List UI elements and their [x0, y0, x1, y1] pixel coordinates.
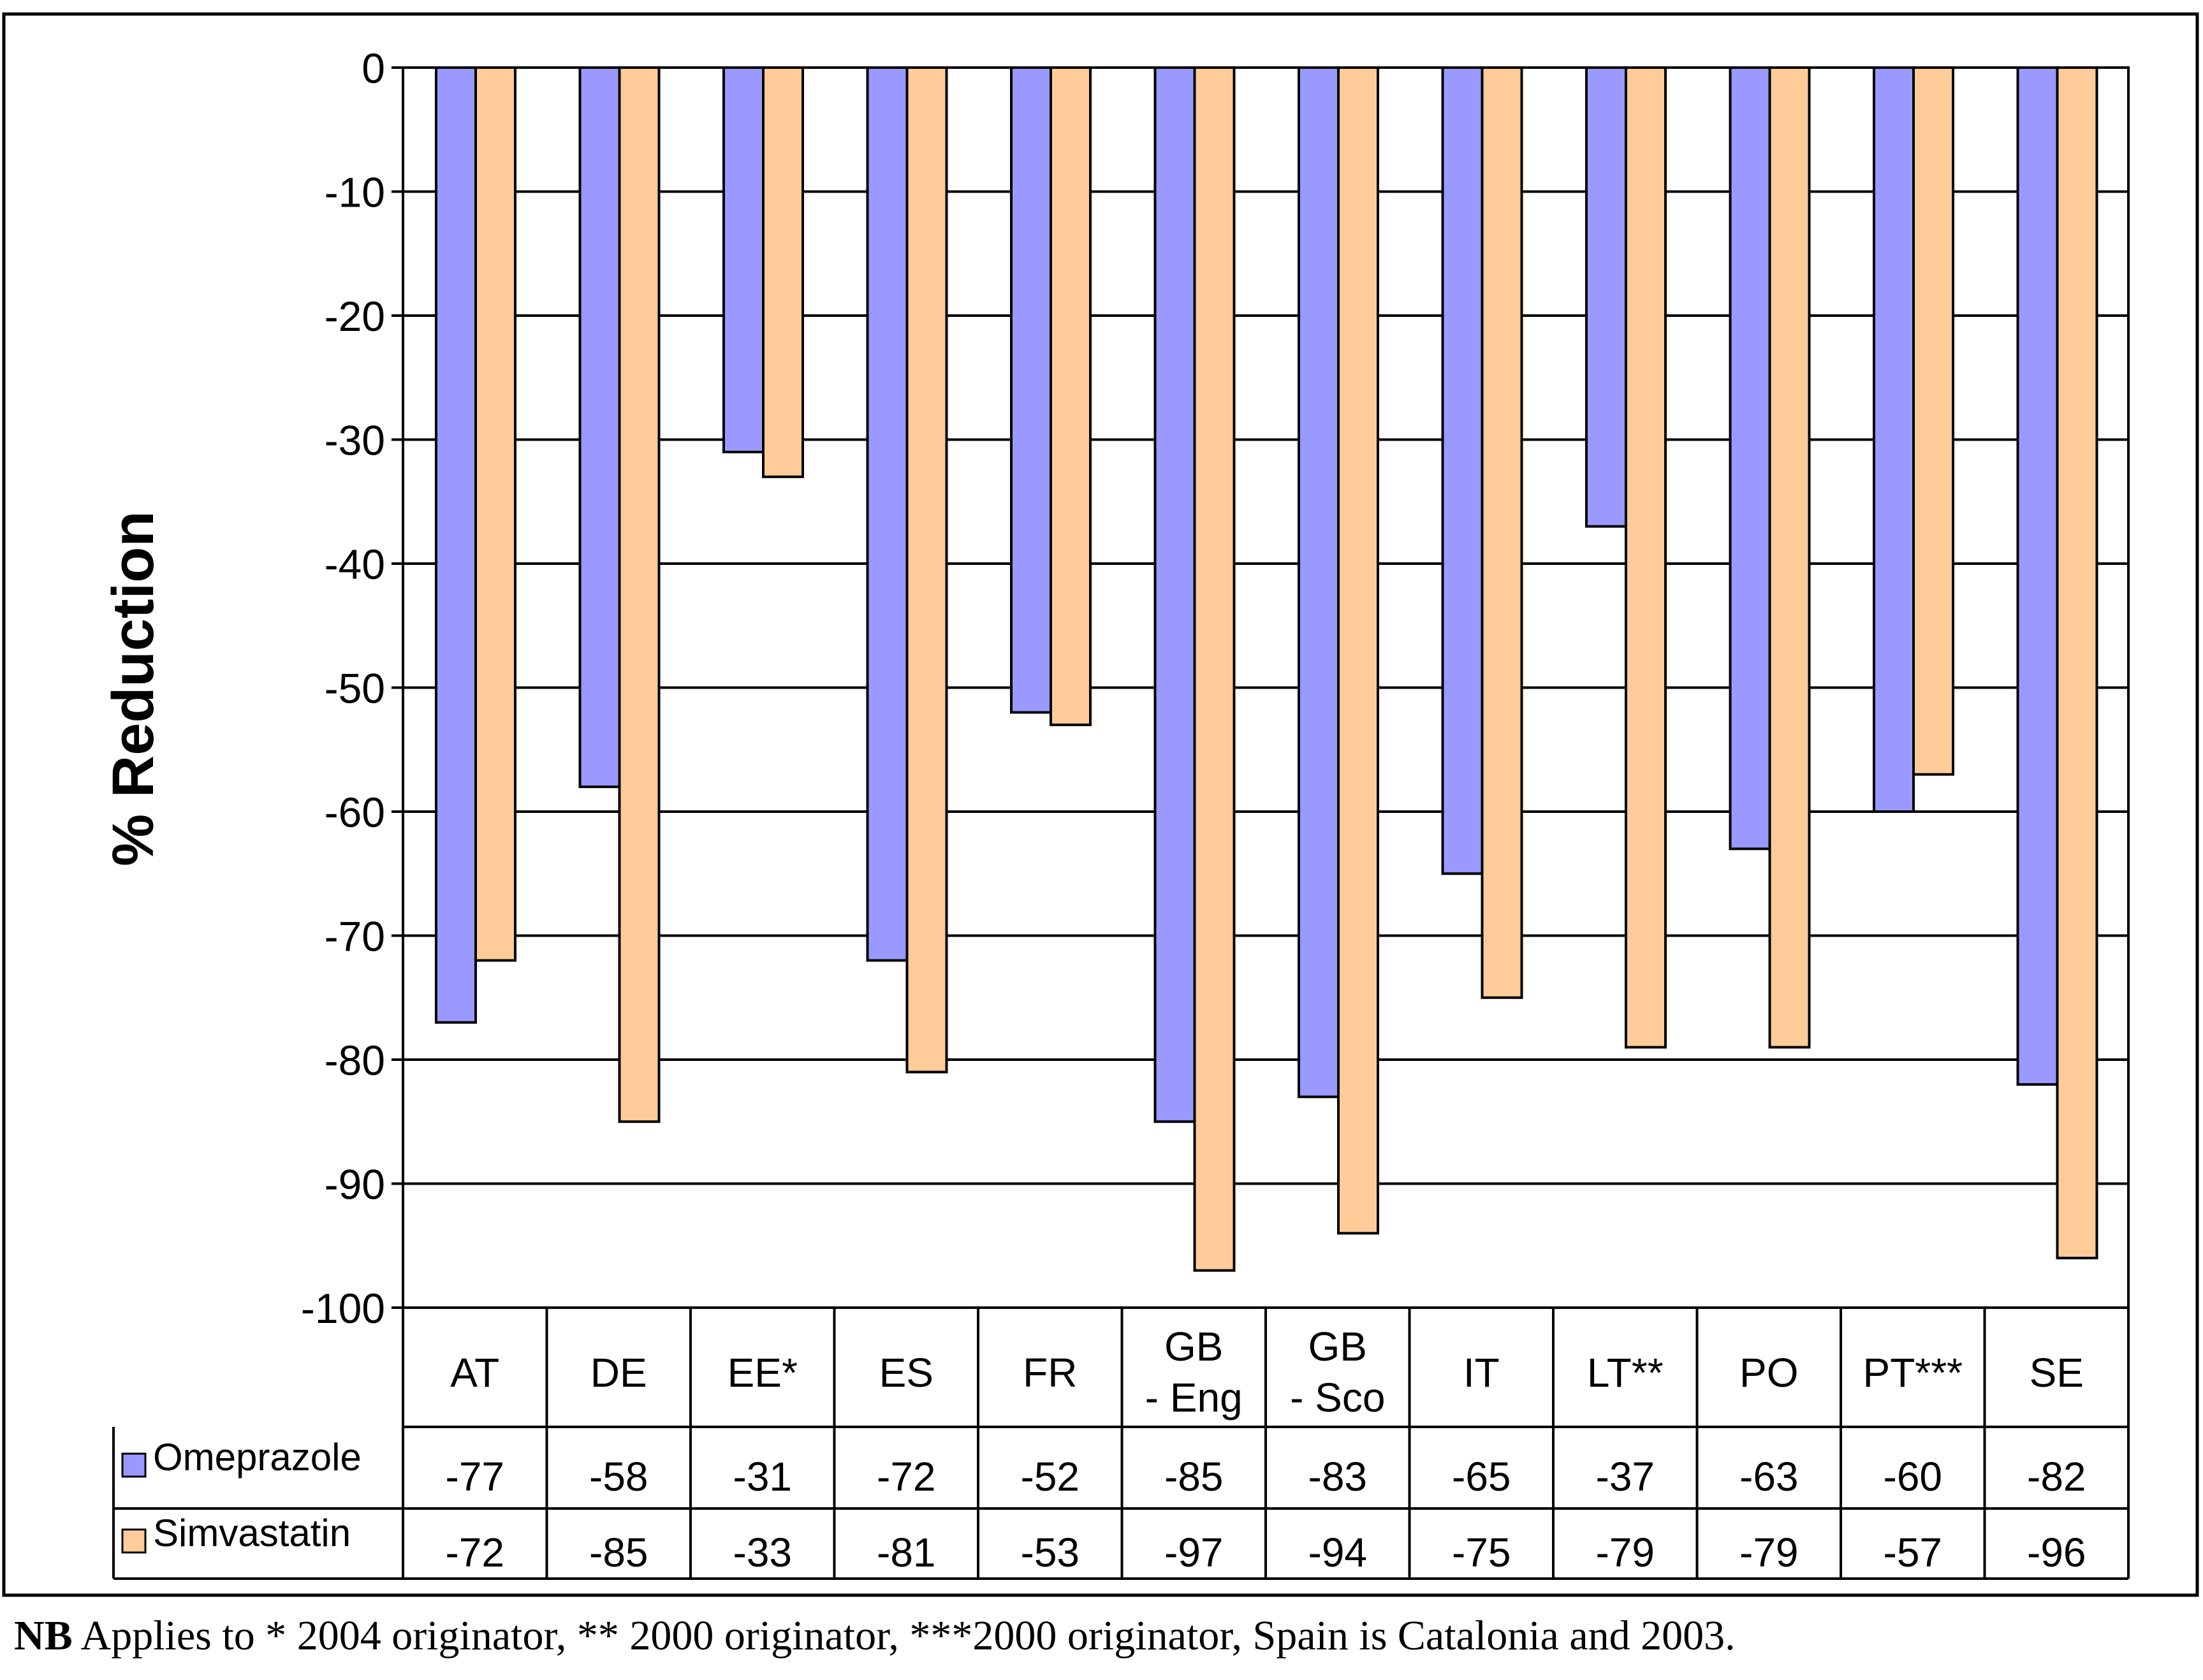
category-label: EE*: [728, 1350, 798, 1396]
legend-label: Omeprazole: [153, 1436, 362, 1479]
y-tick-label: -60: [325, 789, 385, 836]
table-value: -79: [1596, 1530, 1655, 1575]
table-value: -58: [589, 1454, 648, 1500]
category-label: GB: [1308, 1324, 1367, 1370]
bars: [435, 66, 2098, 1272]
legend-label: Simvastatin: [153, 1512, 351, 1554]
chart-frame: [2, 12, 2199, 1597]
y-tick-label: -30: [325, 417, 385, 464]
category-label: - Sco: [1290, 1375, 1385, 1421]
bar-simvastatin: [762, 66, 804, 478]
table-value: -85: [589, 1530, 648, 1575]
bar-omeprazole: [722, 66, 765, 453]
category-label: SE: [2030, 1350, 2084, 1396]
category-label: IT: [1463, 1350, 1500, 1396]
y-tick-label: -10: [325, 169, 385, 216]
table-value: -82: [2027, 1454, 2086, 1500]
bar-omeprazole: [2016, 66, 2059, 1086]
table-value: -81: [877, 1530, 936, 1575]
category-label: FR: [1023, 1350, 1077, 1396]
y-tick-label: -100: [301, 1285, 385, 1332]
bar-simvastatin: [2056, 66, 2098, 1260]
legend-swatch: [121, 1452, 147, 1478]
table-value: -75: [1452, 1530, 1511, 1575]
table-value: -37: [1596, 1454, 1655, 1500]
table-value: -72: [877, 1454, 936, 1500]
bar-omeprazole: [1873, 66, 1915, 813]
bar-omeprazole: [578, 66, 621, 789]
bar-simvastatin: [905, 66, 948, 1074]
table-value: -97: [1164, 1530, 1224, 1575]
category-label: GB: [1164, 1324, 1223, 1370]
bar-simvastatin: [1337, 66, 1379, 1235]
table-value: -57: [1884, 1530, 1943, 1575]
bar-omeprazole: [866, 66, 909, 962]
legend-swatch: [121, 1528, 147, 1554]
y-tick-label: -80: [325, 1037, 385, 1084]
bar-omeprazole: [1010, 66, 1052, 714]
category-label: AT: [450, 1350, 499, 1396]
bar-simvastatin: [618, 66, 661, 1123]
category-label: PT***: [1863, 1350, 1963, 1396]
table-value: -63: [1739, 1454, 1799, 1500]
y-axis: 0 -10 -20 -30 -40 -50 -60 -70 -80 -90 -100: [301, 45, 403, 1332]
table-value: -60: [1884, 1454, 1943, 1500]
table-value: -33: [733, 1530, 793, 1575]
table-value: -31: [733, 1454, 793, 1500]
category-label: PO: [1739, 1350, 1798, 1396]
category-label: LT**: [1587, 1350, 1664, 1396]
table-value: -83: [1308, 1454, 1368, 1500]
y-axis-label: % Reduction: [101, 511, 166, 866]
bar-omeprazole: [435, 66, 477, 1024]
bar-omeprazole: [1298, 66, 1340, 1099]
table-value: -77: [446, 1454, 505, 1500]
table-value: -52: [1021, 1454, 1080, 1500]
bar-omeprazole: [1585, 66, 1627, 528]
table-value: -96: [2027, 1530, 2086, 1575]
bar-simvastatin: [1050, 66, 1092, 726]
bar-simvastatin: [474, 66, 516, 962]
y-tick-label: -20: [325, 293, 385, 340]
bar-simvastatin: [1481, 66, 1523, 999]
bar-simvastatin: [1625, 66, 1667, 1049]
y-tick-label: 0: [362, 45, 385, 92]
table-value: -72: [446, 1530, 505, 1575]
y-tick-label: -90: [325, 1161, 385, 1208]
table-value: -85: [1164, 1454, 1224, 1500]
bar-omeprazole: [1153, 66, 1196, 1123]
data-table: AT DE EE* ES FR GB - Eng GB - Sco IT LT** PO PT*** SE…: [112, 1308, 2130, 1580]
footnote: NB Applies to * 2004 originator, ** 2000…: [14, 1612, 2195, 1660]
footnote-bold: NB: [14, 1612, 73, 1659]
bar-simvastatin: [1768, 66, 1811, 1049]
table-value: -79: [1739, 1530, 1799, 1575]
bar-omeprazole: [1729, 66, 1771, 851]
y-tick-label: -50: [325, 665, 385, 712]
table-value: -53: [1021, 1530, 1080, 1575]
bar-simvastatin: [1912, 66, 1954, 776]
y-tick-label: -70: [325, 913, 385, 960]
category-label: - Eng: [1145, 1375, 1243, 1421]
bar-simvastatin: [1193, 66, 1236, 1272]
bar-omeprazole: [1441, 66, 1484, 875]
category-label: DE: [590, 1350, 647, 1396]
footnote-text: Applies to * 2004 originator, ** 2000 or…: [72, 1612, 1736, 1659]
y-tick-label: -40: [325, 541, 385, 588]
table-value: -94: [1308, 1530, 1368, 1575]
category-label: ES: [879, 1350, 933, 1396]
table-value: -65: [1452, 1454, 1511, 1500]
